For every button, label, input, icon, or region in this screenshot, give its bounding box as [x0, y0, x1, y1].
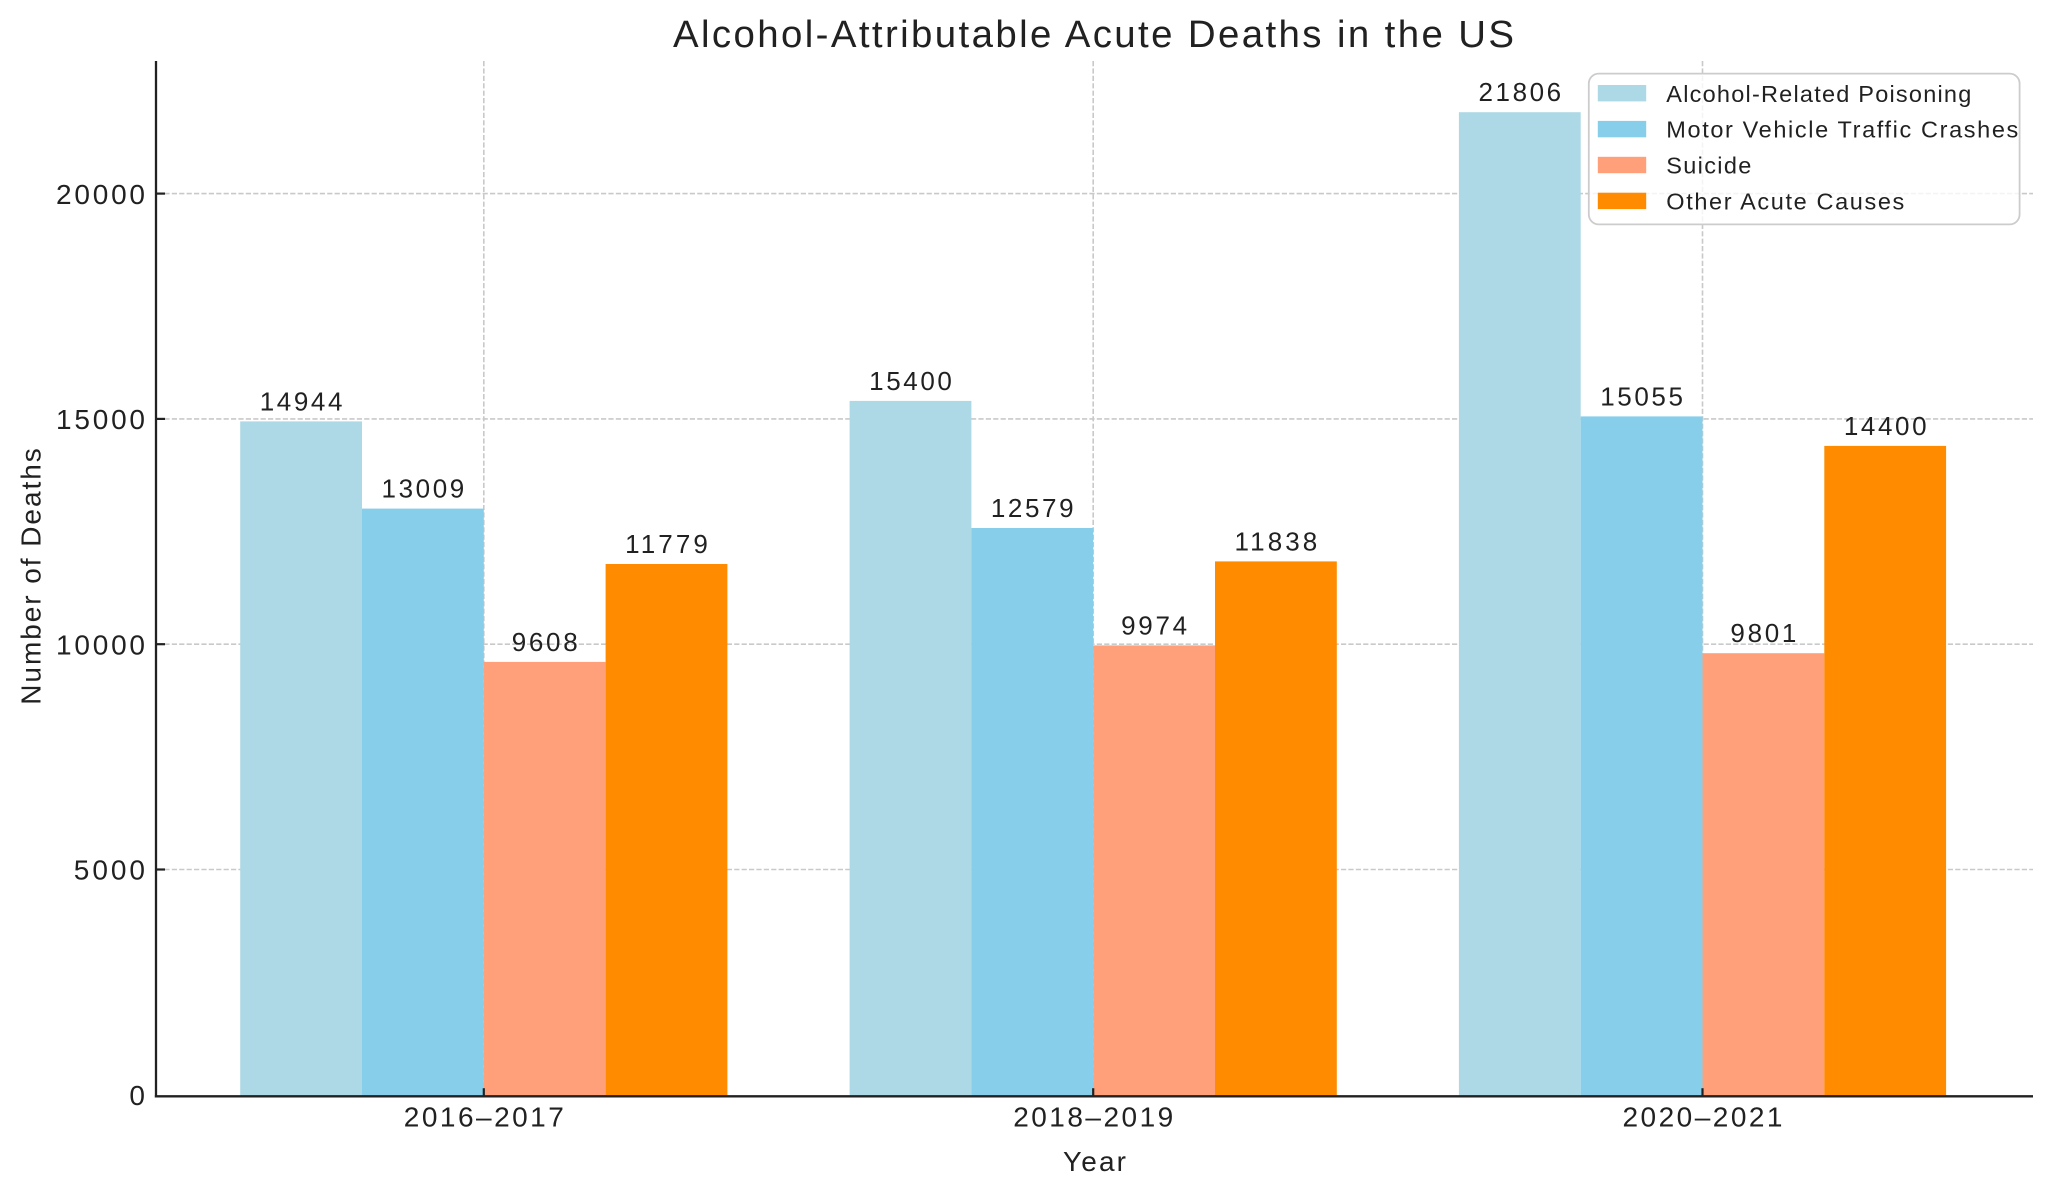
svg-text:Alcohol-Attributable Acute Dea: Alcohol-Attributable Acute Deaths in the… — [673, 13, 1514, 56]
svg-text:2016–2017: 2016–2017 — [404, 1101, 564, 1132]
svg-text:15055: 15055 — [1600, 381, 1683, 411]
svg-text:14400: 14400 — [1844, 411, 1927, 441]
svg-text:2020–2021: 2020–2021 — [1623, 1101, 1783, 1132]
svg-text:13009: 13009 — [382, 474, 465, 504]
svg-text:2018–2019: 2018–2019 — [1013, 1101, 1173, 1132]
svg-text:20000: 20000 — [56, 179, 145, 210]
svg-text:10000: 10000 — [56, 629, 145, 660]
svg-text:21806: 21806 — [1478, 77, 1561, 107]
svg-text:12579: 12579 — [991, 493, 1074, 523]
svg-text:15000: 15000 — [56, 404, 145, 435]
svg-text:11838: 11838 — [1235, 526, 1318, 556]
svg-text:14944: 14944 — [260, 386, 343, 416]
svg-text:Suicide: Suicide — [1666, 153, 1751, 179]
svg-text:Year: Year — [1063, 1146, 1126, 1177]
svg-text:Alcohol-Related Poisoning: Alcohol-Related Poisoning — [1666, 81, 1971, 107]
svg-text:Other Acute Causes: Other Acute Causes — [1666, 189, 1904, 215]
svg-text:15400: 15400 — [869, 366, 952, 396]
svg-text:0: 0 — [129, 1080, 145, 1111]
svg-text:Motor Vehicle Traffic Crashes: Motor Vehicle Traffic Crashes — [1666, 117, 2018, 143]
svg-text:11779: 11779 — [625, 529, 708, 559]
